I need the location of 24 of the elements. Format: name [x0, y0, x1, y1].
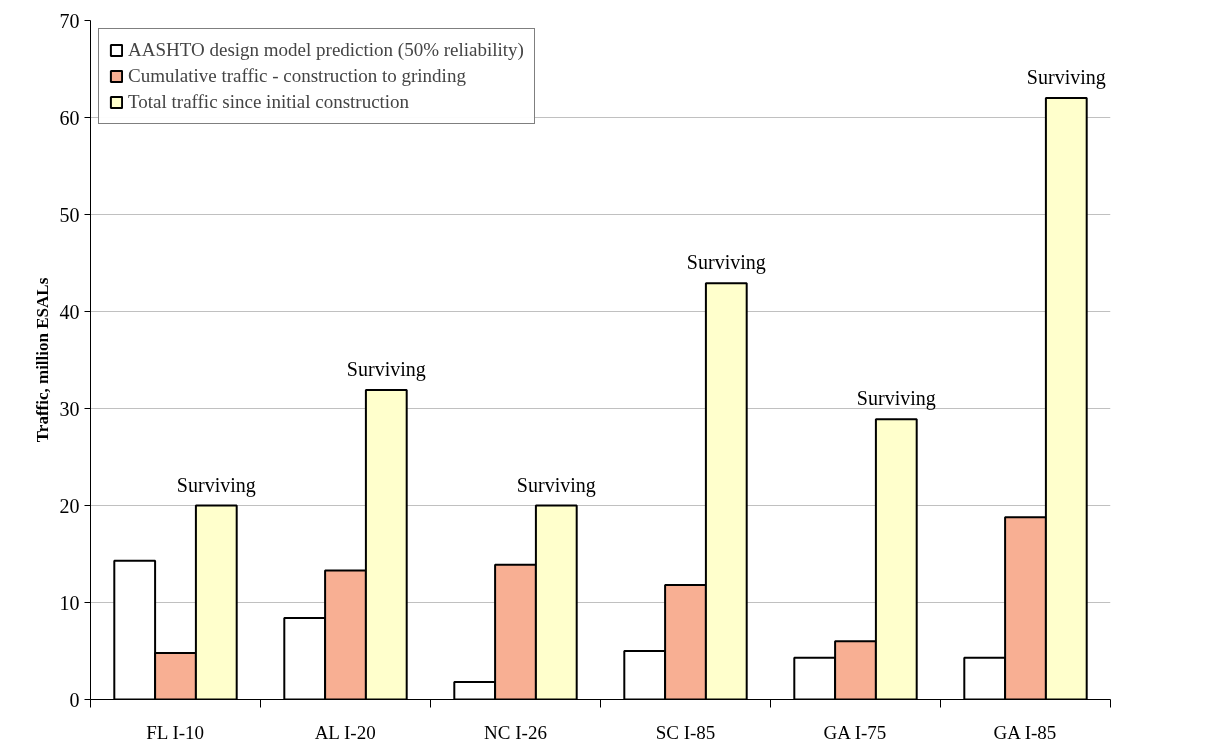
annotation: Surviving	[176, 473, 256, 497]
legend-label: AASHTO design model prediction (50% reliability)	[128, 39, 524, 61]
x-tick-label: FL I-10	[146, 721, 205, 743]
y-tick-label: 10	[59, 591, 80, 614]
annotation: Surviving	[856, 387, 936, 411]
annotation: Surviving	[1026, 66, 1106, 90]
y-tick-label: 0	[69, 688, 80, 711]
x-tick-label: NC I-26	[484, 721, 547, 743]
annotation: Surviving	[516, 473, 596, 497]
legend-label: Total traffic since initial construction	[128, 91, 410, 113]
x-tick-label: SC I-85	[655, 721, 716, 743]
y-tick-label: 50	[59, 203, 80, 226]
x-tick-label: AL I-20	[314, 721, 376, 743]
y-axis-title: Traffic, million ESALs	[32, 277, 52, 443]
annotation: Surviving	[686, 251, 766, 275]
y-tick-label: 60	[59, 106, 80, 129]
legend-label: Cumulative traffic - construction to grinding	[128, 65, 466, 87]
x-tick-label: GA I-75	[823, 721, 887, 743]
y-tick-label: 70	[59, 9, 80, 32]
y-tick-label: 30	[59, 397, 80, 420]
y-tick-label: 20	[59, 494, 80, 517]
y-tick-label: 40	[59, 300, 80, 323]
x-tick-label: GA I-85	[993, 721, 1057, 743]
annotation: Surviving	[346, 358, 426, 382]
